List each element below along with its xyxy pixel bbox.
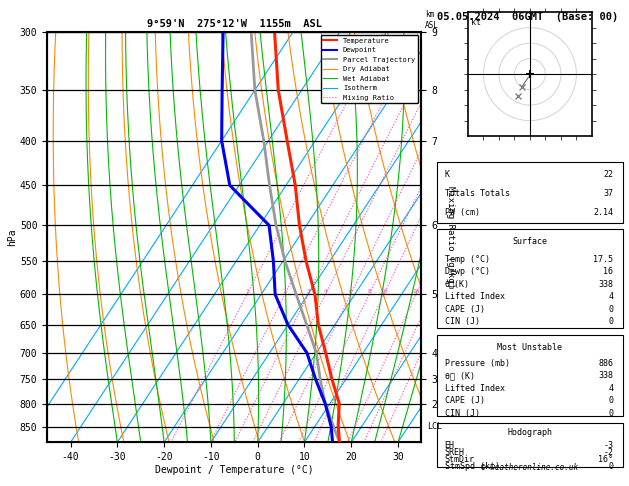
X-axis label: Dewpoint / Temperature (°C): Dewpoint / Temperature (°C) — [155, 465, 314, 475]
Text: Totals Totals: Totals Totals — [445, 189, 509, 198]
Text: 6: 6 — [348, 290, 352, 295]
Text: 3: 3 — [306, 290, 310, 295]
Text: kt: kt — [471, 18, 481, 27]
Text: 1: 1 — [245, 290, 248, 295]
Text: LCL: LCL — [427, 422, 442, 431]
Text: CAPE (J): CAPE (J) — [445, 305, 484, 314]
Bar — [437, 423, 623, 467]
Text: 16°: 16° — [598, 455, 613, 464]
Text: Most Unstable: Most Unstable — [498, 343, 562, 352]
Text: θᴇ(K): θᴇ(K) — [445, 279, 470, 289]
Text: CIN (J): CIN (J) — [445, 409, 479, 418]
Text: 0: 0 — [608, 396, 613, 405]
Text: θᴇ (K): θᴇ (K) — [445, 371, 474, 380]
Text: EH: EH — [445, 441, 455, 450]
Text: km
ASL: km ASL — [425, 10, 439, 30]
Text: 0: 0 — [608, 305, 613, 314]
Text: SREH: SREH — [445, 448, 465, 457]
Text: 338: 338 — [598, 279, 613, 289]
Text: 0: 0 — [608, 409, 613, 418]
Text: Temp (°C): Temp (°C) — [445, 255, 489, 263]
Text: K: K — [445, 170, 450, 179]
Text: 2.14: 2.14 — [593, 208, 613, 217]
Title: 9°59'N  275°12'W  1155m  ASL: 9°59'N 275°12'W 1155m ASL — [147, 19, 322, 30]
Text: 0: 0 — [608, 317, 613, 326]
Text: 8: 8 — [367, 290, 371, 295]
Text: CAPE (J): CAPE (J) — [445, 396, 484, 405]
Text: 886: 886 — [598, 359, 613, 367]
Text: Hodograph: Hodograph — [508, 428, 552, 437]
Bar — [437, 229, 623, 329]
Text: 2: 2 — [283, 290, 287, 295]
Text: 4: 4 — [608, 292, 613, 301]
Text: 17.5: 17.5 — [593, 255, 613, 263]
Y-axis label: Mixing Ratio (g/kg): Mixing Ratio (g/kg) — [446, 186, 455, 288]
Text: 4: 4 — [323, 290, 327, 295]
Text: 16: 16 — [603, 267, 613, 276]
Text: 05.05.2024  06GMT  (Base: 00): 05.05.2024 06GMT (Base: 00) — [437, 12, 618, 22]
Text: -2: -2 — [603, 448, 613, 457]
Text: StmSpd (kt): StmSpd (kt) — [445, 462, 499, 471]
Text: 16: 16 — [412, 290, 420, 295]
Y-axis label: hPa: hPa — [7, 228, 17, 246]
Bar — [437, 161, 623, 223]
Text: PW (cm): PW (cm) — [445, 208, 479, 217]
Text: 37: 37 — [603, 189, 613, 198]
Text: Surface: Surface — [513, 237, 547, 246]
Text: © weatheronline.co.uk: © weatheronline.co.uk — [481, 463, 579, 472]
Text: Pressure (mb): Pressure (mb) — [445, 359, 509, 367]
Text: Dewp (°C): Dewp (°C) — [445, 267, 489, 276]
Text: 10: 10 — [380, 290, 387, 295]
Legend: Temperature, Dewpoint, Parcel Trajectory, Dry Adiabat, Wet Adiabat, Isotherm, Mi: Temperature, Dewpoint, Parcel Trajectory… — [321, 35, 418, 104]
Text: StmDir: StmDir — [445, 455, 474, 464]
Text: 338: 338 — [598, 371, 613, 380]
Text: 4: 4 — [608, 384, 613, 393]
Text: Lifted Index: Lifted Index — [445, 384, 504, 393]
Bar — [437, 335, 623, 416]
Text: 22: 22 — [603, 170, 613, 179]
Text: 0: 0 — [608, 462, 613, 471]
Text: Lifted Index: Lifted Index — [445, 292, 504, 301]
Text: CIN (J): CIN (J) — [445, 317, 479, 326]
Text: -3: -3 — [603, 441, 613, 450]
